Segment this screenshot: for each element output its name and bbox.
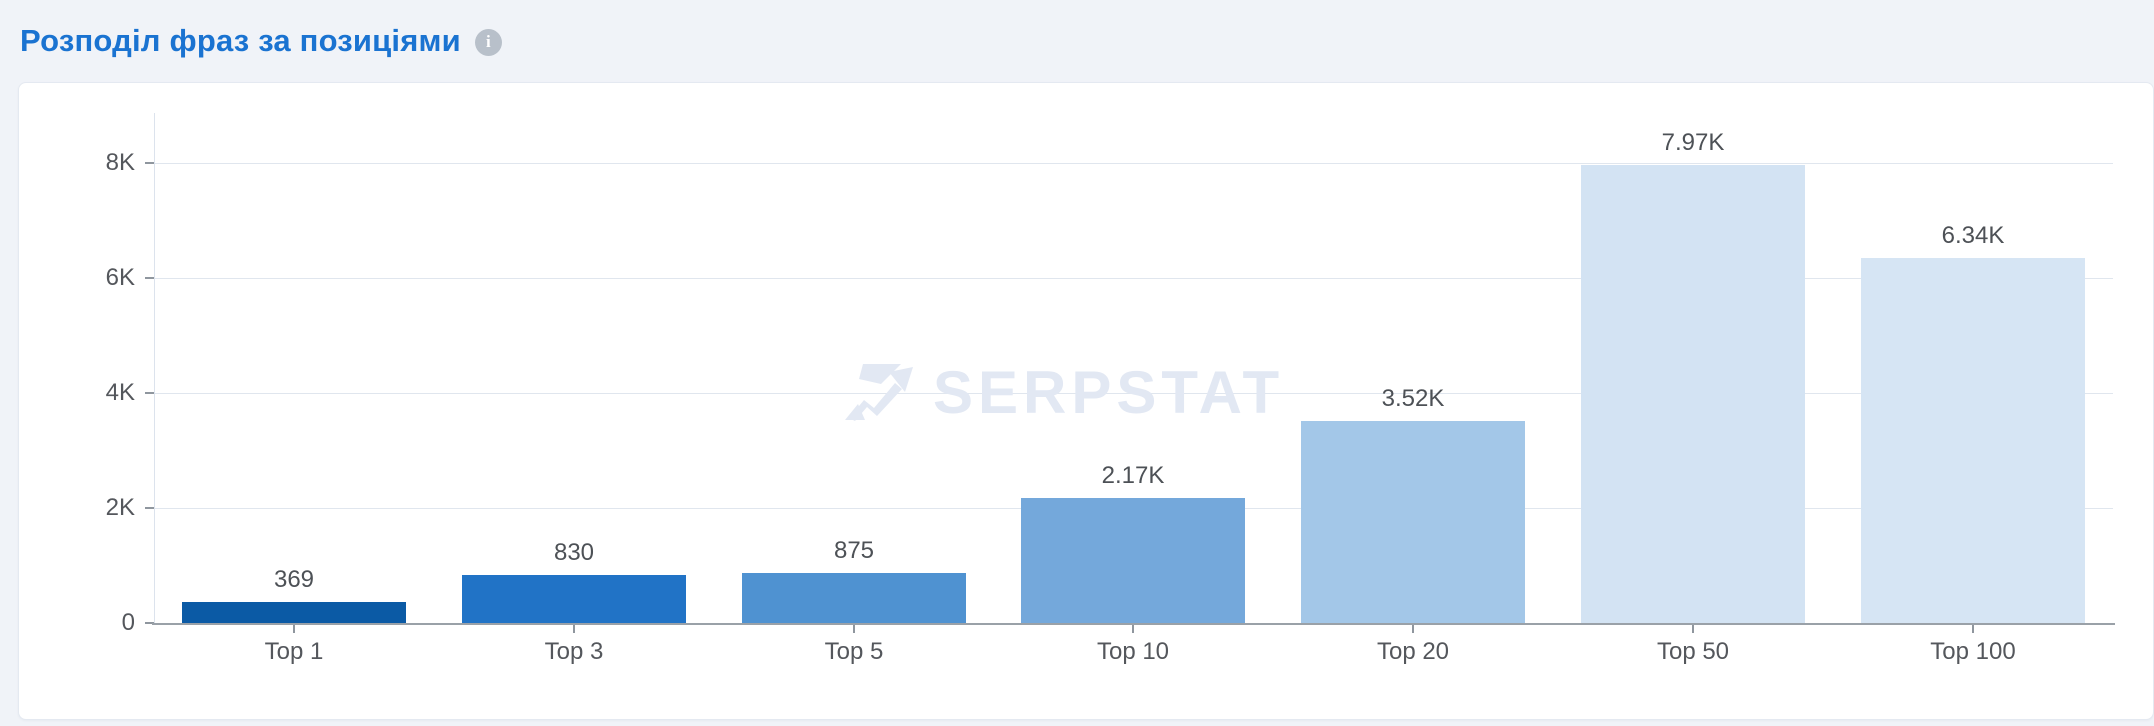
x-axis-label-top-1: Top 1 <box>264 638 324 665</box>
chart-card: SERPSTAT 0 2K 4K 6K 8K 369 Top 1 830 Top 3 875 Top… <box>18 82 2154 720</box>
bar-value-label: 369 <box>273 566 315 593</box>
y-axis-tick-2K <box>145 507 154 509</box>
x-axis-label-top-3: Top 3 <box>544 638 604 665</box>
info-icon[interactable]: i <box>474 28 502 56</box>
widget-header: Розподіл фраз за позиціями i <box>20 0 502 82</box>
y-axis-label-6K: 6K <box>105 264 135 291</box>
y-axis-tick-4K <box>145 392 154 394</box>
gridline-4K <box>154 393 2113 394</box>
bar-top-3[interactable] <box>462 575 686 623</box>
gridline-6K <box>154 278 2113 279</box>
y-axis-label-0: 0 <box>121 609 135 636</box>
x-axis-tick <box>293 625 295 633</box>
bar-value-label: 2.17K <box>1101 462 1165 489</box>
x-axis-tick <box>1972 625 1974 633</box>
y-axis-tick-8K <box>145 162 154 164</box>
y-axis-label-8K: 8K <box>105 149 135 176</box>
bar-top-100[interactable] <box>1861 258 2085 623</box>
x-axis-tick <box>1412 625 1414 633</box>
bar-value-label: 830 <box>553 539 595 566</box>
gridline-8K <box>154 163 2113 164</box>
widget-title-link[interactable]: Розподіл фраз за позиціями <box>20 23 461 58</box>
info-icon-glyph: i <box>486 32 491 51</box>
x-axis-tick <box>1132 625 1134 633</box>
bar-top-10[interactable] <box>1021 498 1245 623</box>
bar-value-label: 3.52K <box>1381 385 1445 412</box>
bar-top-5[interactable] <box>742 573 966 623</box>
x-axis-label-top-50: Top 50 <box>1656 638 1730 665</box>
bar-top-20[interactable] <box>1301 421 1525 623</box>
y-axis-label-2K: 2K <box>105 494 135 521</box>
x-axis-label-top-100: Top 100 <box>1930 638 2016 665</box>
y-axis-tick-6K <box>145 277 154 279</box>
bar-value-label: 7.97K <box>1661 129 1725 156</box>
y-axis-line <box>154 113 155 623</box>
bar-value-label: 6.34K <box>1941 222 2005 249</box>
y-axis-label-4K: 4K <box>105 379 135 406</box>
x-axis-tick <box>853 625 855 633</box>
x-axis-label-top-20: Top 20 <box>1376 638 1450 665</box>
bar-top-1[interactable] <box>182 602 406 623</box>
x-axis-tick <box>573 625 575 633</box>
x-axis-tick <box>1692 625 1694 633</box>
y-axis-tick-0 <box>145 622 154 624</box>
x-axis-label-top-10: Top 10 <box>1096 638 1170 665</box>
bar-chart-plot: SERPSTAT 0 2K 4K 6K 8K 369 Top 1 830 Top 3 875 Top… <box>19 83 2153 719</box>
x-axis-label-top-5: Top 5 <box>824 638 884 665</box>
bar-value-label: 875 <box>833 537 875 564</box>
bar-top-50[interactable] <box>1581 165 1805 623</box>
x-axis-line <box>152 623 2115 625</box>
